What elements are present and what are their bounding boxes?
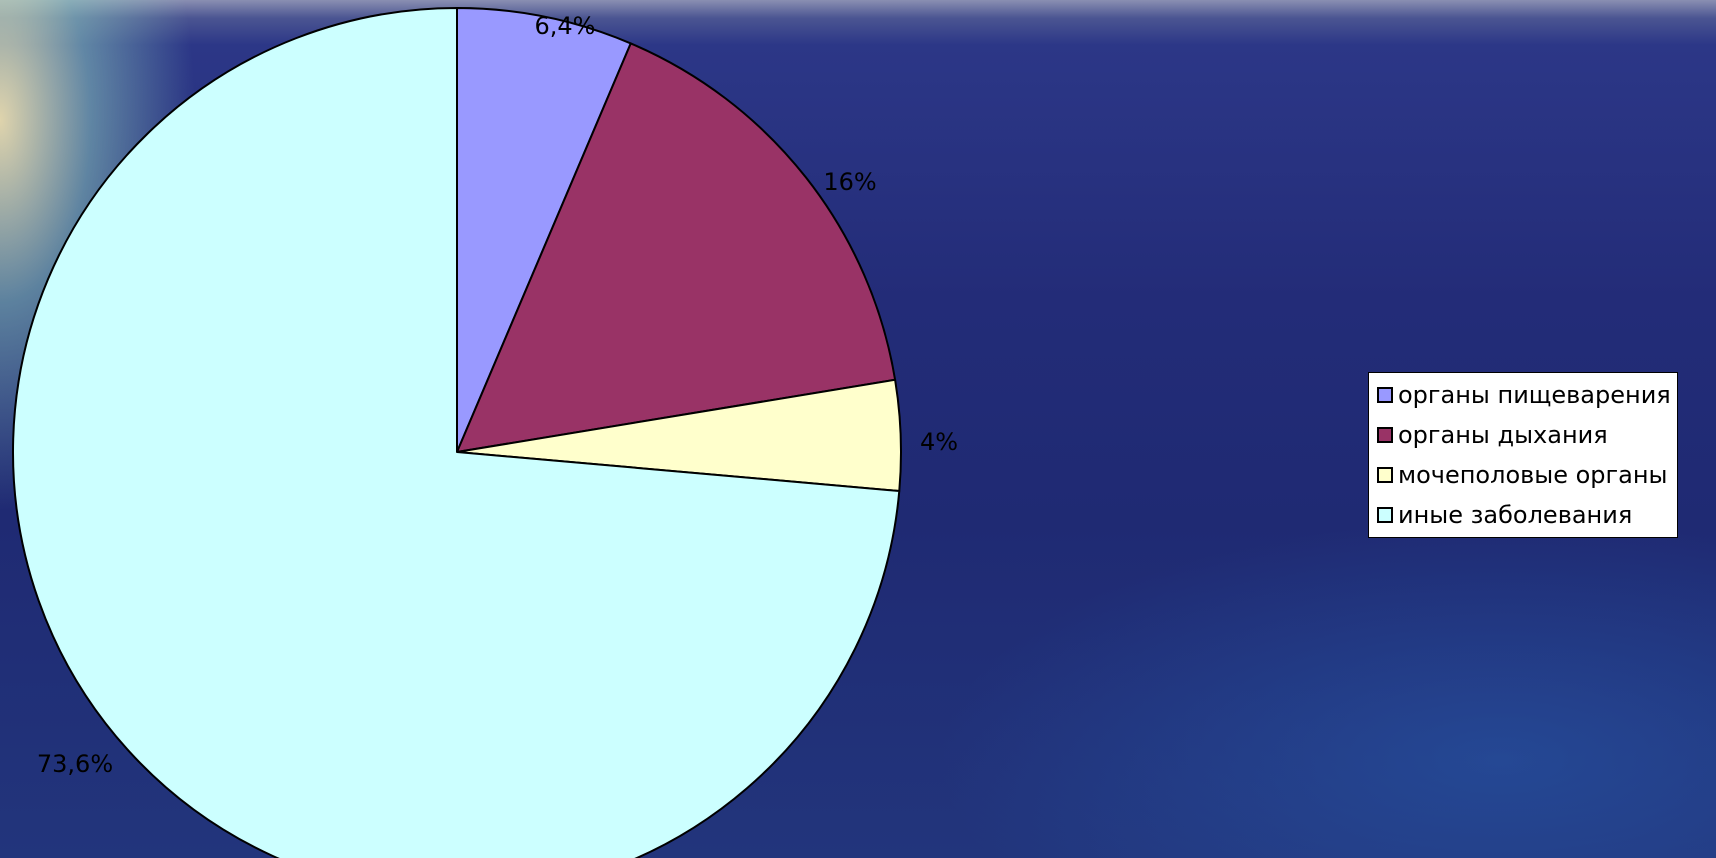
legend-item-other: иные заболевания [1377,495,1671,535]
legend-label: органы пищеварения [1398,381,1671,409]
slice-data-label: 73,6% [37,750,113,778]
pie-slice [456,42,897,453]
pie-data-labels: 6,4% 16% 4% 73,6% [37,12,958,778]
pie-slices [12,7,902,858]
legend-label: иные заболевания [1398,501,1633,529]
legend-item-digestive: органы пищеварения [1377,375,1671,415]
legend-item-respiratory: органы дыхания [1377,415,1671,455]
slice-data-label: 4% [920,428,958,456]
pie-slice [456,7,632,453]
slice-data-label: 6,4% [535,12,596,40]
legend-swatch [1377,507,1393,523]
slice-data-label: 16% [823,168,876,196]
legend-label: органы дыхания [1398,421,1608,449]
legend-label: мочеполовые органы [1398,461,1668,489]
legend-swatch [1377,467,1393,483]
legend-item-genitourinary: мочеполовые органы [1377,455,1671,495]
legend-swatch [1377,427,1393,443]
legend-swatch [1377,387,1393,403]
chart-legend: органы пищеварения органы дыхания мочепо… [1368,372,1678,538]
pie-slice [12,7,901,858]
